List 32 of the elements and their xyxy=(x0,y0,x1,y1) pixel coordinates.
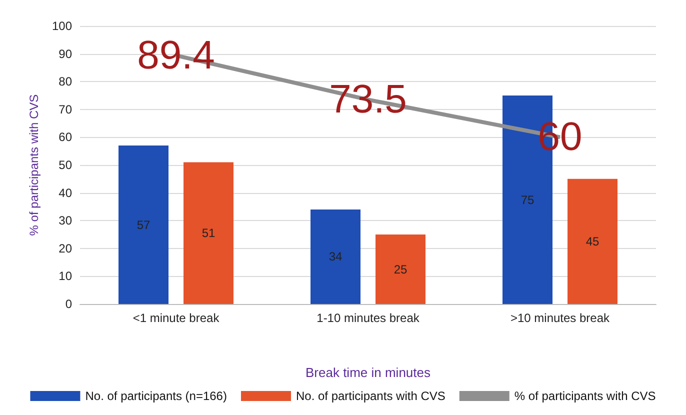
legend-label: No. of participants (n=166) xyxy=(85,389,227,403)
data-label: 73.5 xyxy=(329,78,407,122)
y-tick-label: 60 xyxy=(58,130,72,144)
data-label: 57 xyxy=(136,218,150,232)
y-tick-label: 20 xyxy=(58,241,72,256)
data-label: 75 xyxy=(520,192,534,207)
data-label: 51 xyxy=(202,226,216,240)
x-tick-label: 1-10 minutes break xyxy=(316,311,420,325)
data-label: 89.4 xyxy=(137,33,215,78)
data-label: 45 xyxy=(586,234,600,248)
y-tick-label: 0 xyxy=(65,297,72,311)
legend-label: No. of participants with CVS xyxy=(296,389,446,403)
x-tick-label: >10 minutes break xyxy=(510,311,611,325)
data-label: 25 xyxy=(394,262,408,276)
bar xyxy=(310,209,360,304)
y-tick-label: 80 xyxy=(58,74,72,89)
y-tick-label: 50 xyxy=(58,158,72,172)
bar xyxy=(184,162,234,304)
y-tick-label: 30 xyxy=(58,214,72,228)
legend-label: % of participants with CVS xyxy=(514,389,656,403)
y-tick-label: 90 xyxy=(58,46,72,61)
data-label: 34 xyxy=(328,250,342,264)
y-axis-title: % of participants with CVS xyxy=(27,94,41,236)
y-tick-label: 40 xyxy=(58,186,72,200)
x-axis-title: Break time in minutes xyxy=(306,365,431,380)
bar xyxy=(568,178,618,304)
bar xyxy=(376,234,426,304)
x-tick-label: <1 minute break xyxy=(132,311,220,325)
y-tick-label: 70 xyxy=(58,102,72,116)
y-tick-label: 10 xyxy=(58,269,72,284)
y-tick-label: 100 xyxy=(52,19,72,33)
bar xyxy=(118,146,168,304)
